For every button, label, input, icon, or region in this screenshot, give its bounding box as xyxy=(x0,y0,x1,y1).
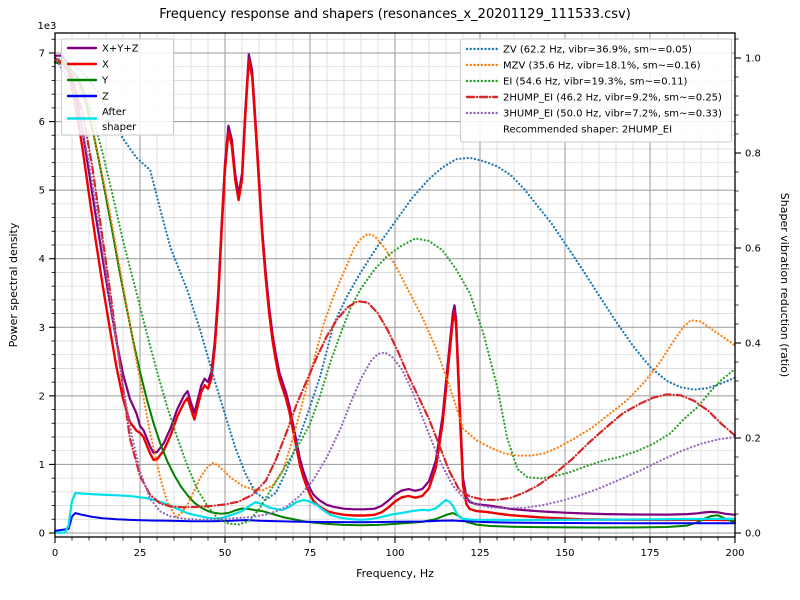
y-right-tick-label: 0.0 xyxy=(745,529,761,540)
y-left-axis-label: Power spectral density xyxy=(7,222,20,347)
series-line-3hump-ei xyxy=(53,56,737,521)
legend-left-label: X xyxy=(102,60,109,71)
series-line-after-shaper xyxy=(53,491,737,534)
x-tick-label: 150 xyxy=(555,548,574,559)
y-right-tick-label: 0.4 xyxy=(745,339,761,350)
series-line-ei xyxy=(53,56,737,526)
chart-title: Frequency response and shapers (resonanc… xyxy=(159,7,631,22)
legend-left-label: shaper xyxy=(102,122,137,133)
y-left-tick-label: 4 xyxy=(39,254,45,265)
legend-right-label: 3HUMP_EI (50.0 Hz, vibr=7.2%, sm~=0.33) xyxy=(503,109,722,120)
y-left-offset-label: 1e3 xyxy=(38,21,57,32)
legend-right-label: EI (54.6 Hz, vibr=19.3%, sm~=0.11) xyxy=(503,77,688,88)
x-tick-label: 0 xyxy=(52,548,58,559)
x-tick-label: 100 xyxy=(385,548,404,559)
y-right-axis-label: Shaper vibration reduction (ratio) xyxy=(778,193,791,377)
y-right-tick-label: 0.8 xyxy=(745,149,761,160)
x-tick-label: 50 xyxy=(219,548,232,559)
series-line-2hump-ei xyxy=(53,56,737,509)
legend-left-label: After xyxy=(102,107,127,118)
y-left-tick-label: 6 xyxy=(39,117,45,128)
legend-right-label: MZV (35.6 Hz, vibr=18.1%, sm~=0.16) xyxy=(503,61,701,72)
x-tick-label: 125 xyxy=(470,548,489,559)
legend-recommended-shaper-note: Recommended shaper: 2HUMP_EI xyxy=(503,125,672,136)
y-left-tick-label: 0 xyxy=(39,529,45,540)
y-right-tick-label: 1.0 xyxy=(745,54,761,65)
series-line-z xyxy=(54,512,736,532)
y-left-tick-label: 5 xyxy=(39,186,45,197)
y-right-tick-label: 0.6 xyxy=(745,244,761,255)
y-left-tick-label: 7 xyxy=(39,49,45,60)
x-tick-label: 75 xyxy=(304,548,317,559)
legend-left-label: X+Y+Z xyxy=(102,44,139,55)
y-left-tick-label: 3 xyxy=(39,323,45,334)
x-tick-label: 175 xyxy=(640,548,659,559)
x-tick-label: 200 xyxy=(725,548,744,559)
y-left-tick-label: 1 xyxy=(39,460,45,471)
legend-left-label: Y xyxy=(101,76,109,87)
legend-left-label: Z xyxy=(102,92,109,103)
series-line-zv xyxy=(53,56,737,501)
x-tick-label: 25 xyxy=(134,548,147,559)
series-line-mzv xyxy=(53,56,737,518)
y-left-tick-label: 2 xyxy=(39,391,45,402)
series-line-x xyxy=(53,58,737,522)
x-axis-label: Frequency, Hz xyxy=(356,567,434,580)
y-right-tick-label: 0.2 xyxy=(745,434,761,445)
legend-right-label: 2HUMP_EI (46.2 Hz, vibr=9.2%, sm~=0.25) xyxy=(503,93,722,104)
legend-right-box xyxy=(460,38,732,143)
legend-right-label: ZV (62.2 Hz, vibr=36.9%, sm~=0.05) xyxy=(503,45,692,56)
